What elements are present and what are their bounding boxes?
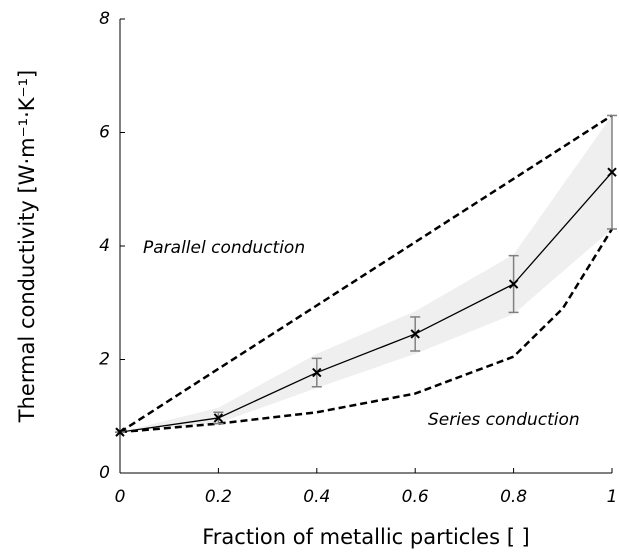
- marker: [115, 427, 125, 437]
- y-axis-label: Thermal conductivity [W·m⁻¹·K⁻¹]: [15, 70, 39, 423]
- x-axis-label: Fraction of metallic particles [ ]: [202, 525, 530, 549]
- data-line: [119, 171, 613, 433]
- x-tick-label: 1: [607, 487, 618, 507]
- y-tick-label: 6: [99, 123, 110, 143]
- y-tick-label: 8: [99, 9, 110, 29]
- marker: [508, 279, 519, 289]
- y-tick-label: 2: [99, 350, 110, 370]
- x-tick-label: 0.8: [500, 487, 527, 507]
- dashed-line: [119, 228, 614, 434]
- x-tick-label: 0: [115, 487, 126, 507]
- dashed-line: [119, 114, 613, 434]
- x-tick-label: 0.6: [402, 487, 429, 507]
- y-tick-label: 0: [99, 463, 110, 483]
- annotation: Series conduction: [428, 410, 580, 430]
- annotation: Parallel conduction: [143, 238, 305, 258]
- marker: [410, 329, 420, 339]
- marker: [312, 367, 322, 378]
- x-tick-label: 0.2: [205, 487, 232, 507]
- marker: [213, 413, 224, 423]
- x-tick-label: 0.4: [303, 487, 330, 507]
- marker: [607, 167, 617, 177]
- y-tick-label: 4: [99, 236, 110, 256]
